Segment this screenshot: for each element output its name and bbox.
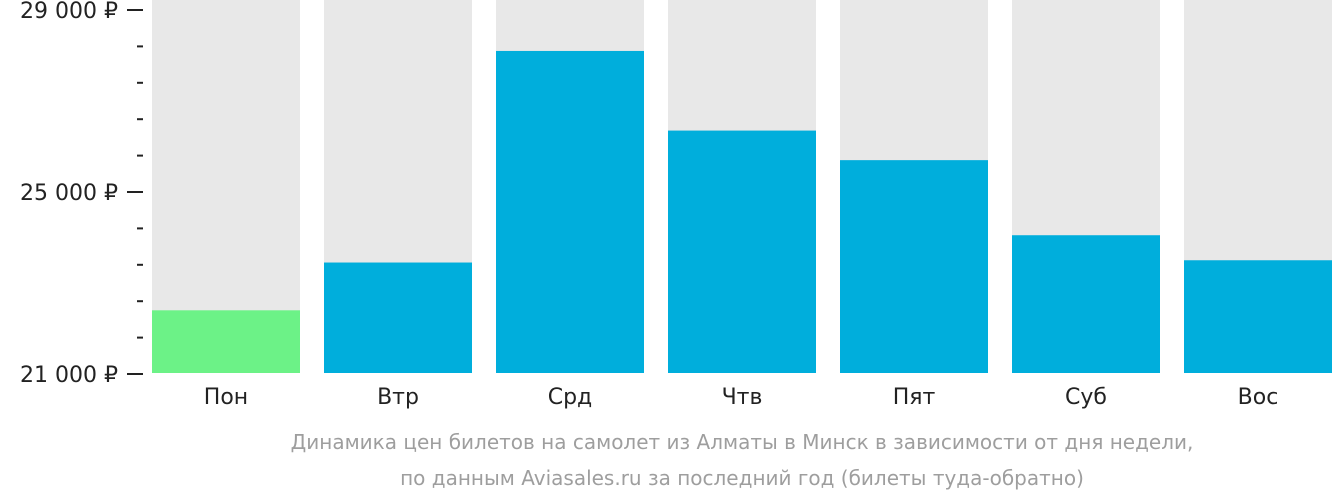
chart-caption-line-1: Динамика цен билетов на самолет из Алмат…: [290, 430, 1194, 454]
bar-7: [1184, 260, 1332, 373]
x-tick-label-1: Пон: [204, 385, 248, 410]
y-tick-label-1: 21 000 ₽: [20, 363, 118, 388]
x-tick-label-3: Срд: [548, 385, 593, 410]
bar-5: [840, 160, 988, 373]
bar-1: [152, 310, 300, 373]
x-tick-label-5: Пят: [893, 385, 936, 410]
bar-6: [1012, 235, 1160, 373]
x-tick-label-2: Втр: [377, 385, 419, 410]
x-tick-label-6: Суб: [1065, 385, 1107, 410]
bar-chart: Пон Втр Срд Чтв Пят Суб Вос 21 000 ₽ 25 000 ₽ 29 …: [20, 0, 1332, 410]
y-tick-label-2: 25 000 ₽: [20, 181, 118, 206]
bar-3: [496, 50, 644, 373]
bar-4: [668, 130, 816, 373]
x-tick-label-7: Вос: [1238, 385, 1279, 410]
bar-2: [324, 262, 472, 373]
y-tick-label-3: 29 000 ₽: [20, 0, 118, 24]
chart-caption-line-2: по данным Aviasales.ru за последний год …: [400, 466, 1084, 490]
x-tick-label-4: Чтв: [722, 385, 763, 410]
